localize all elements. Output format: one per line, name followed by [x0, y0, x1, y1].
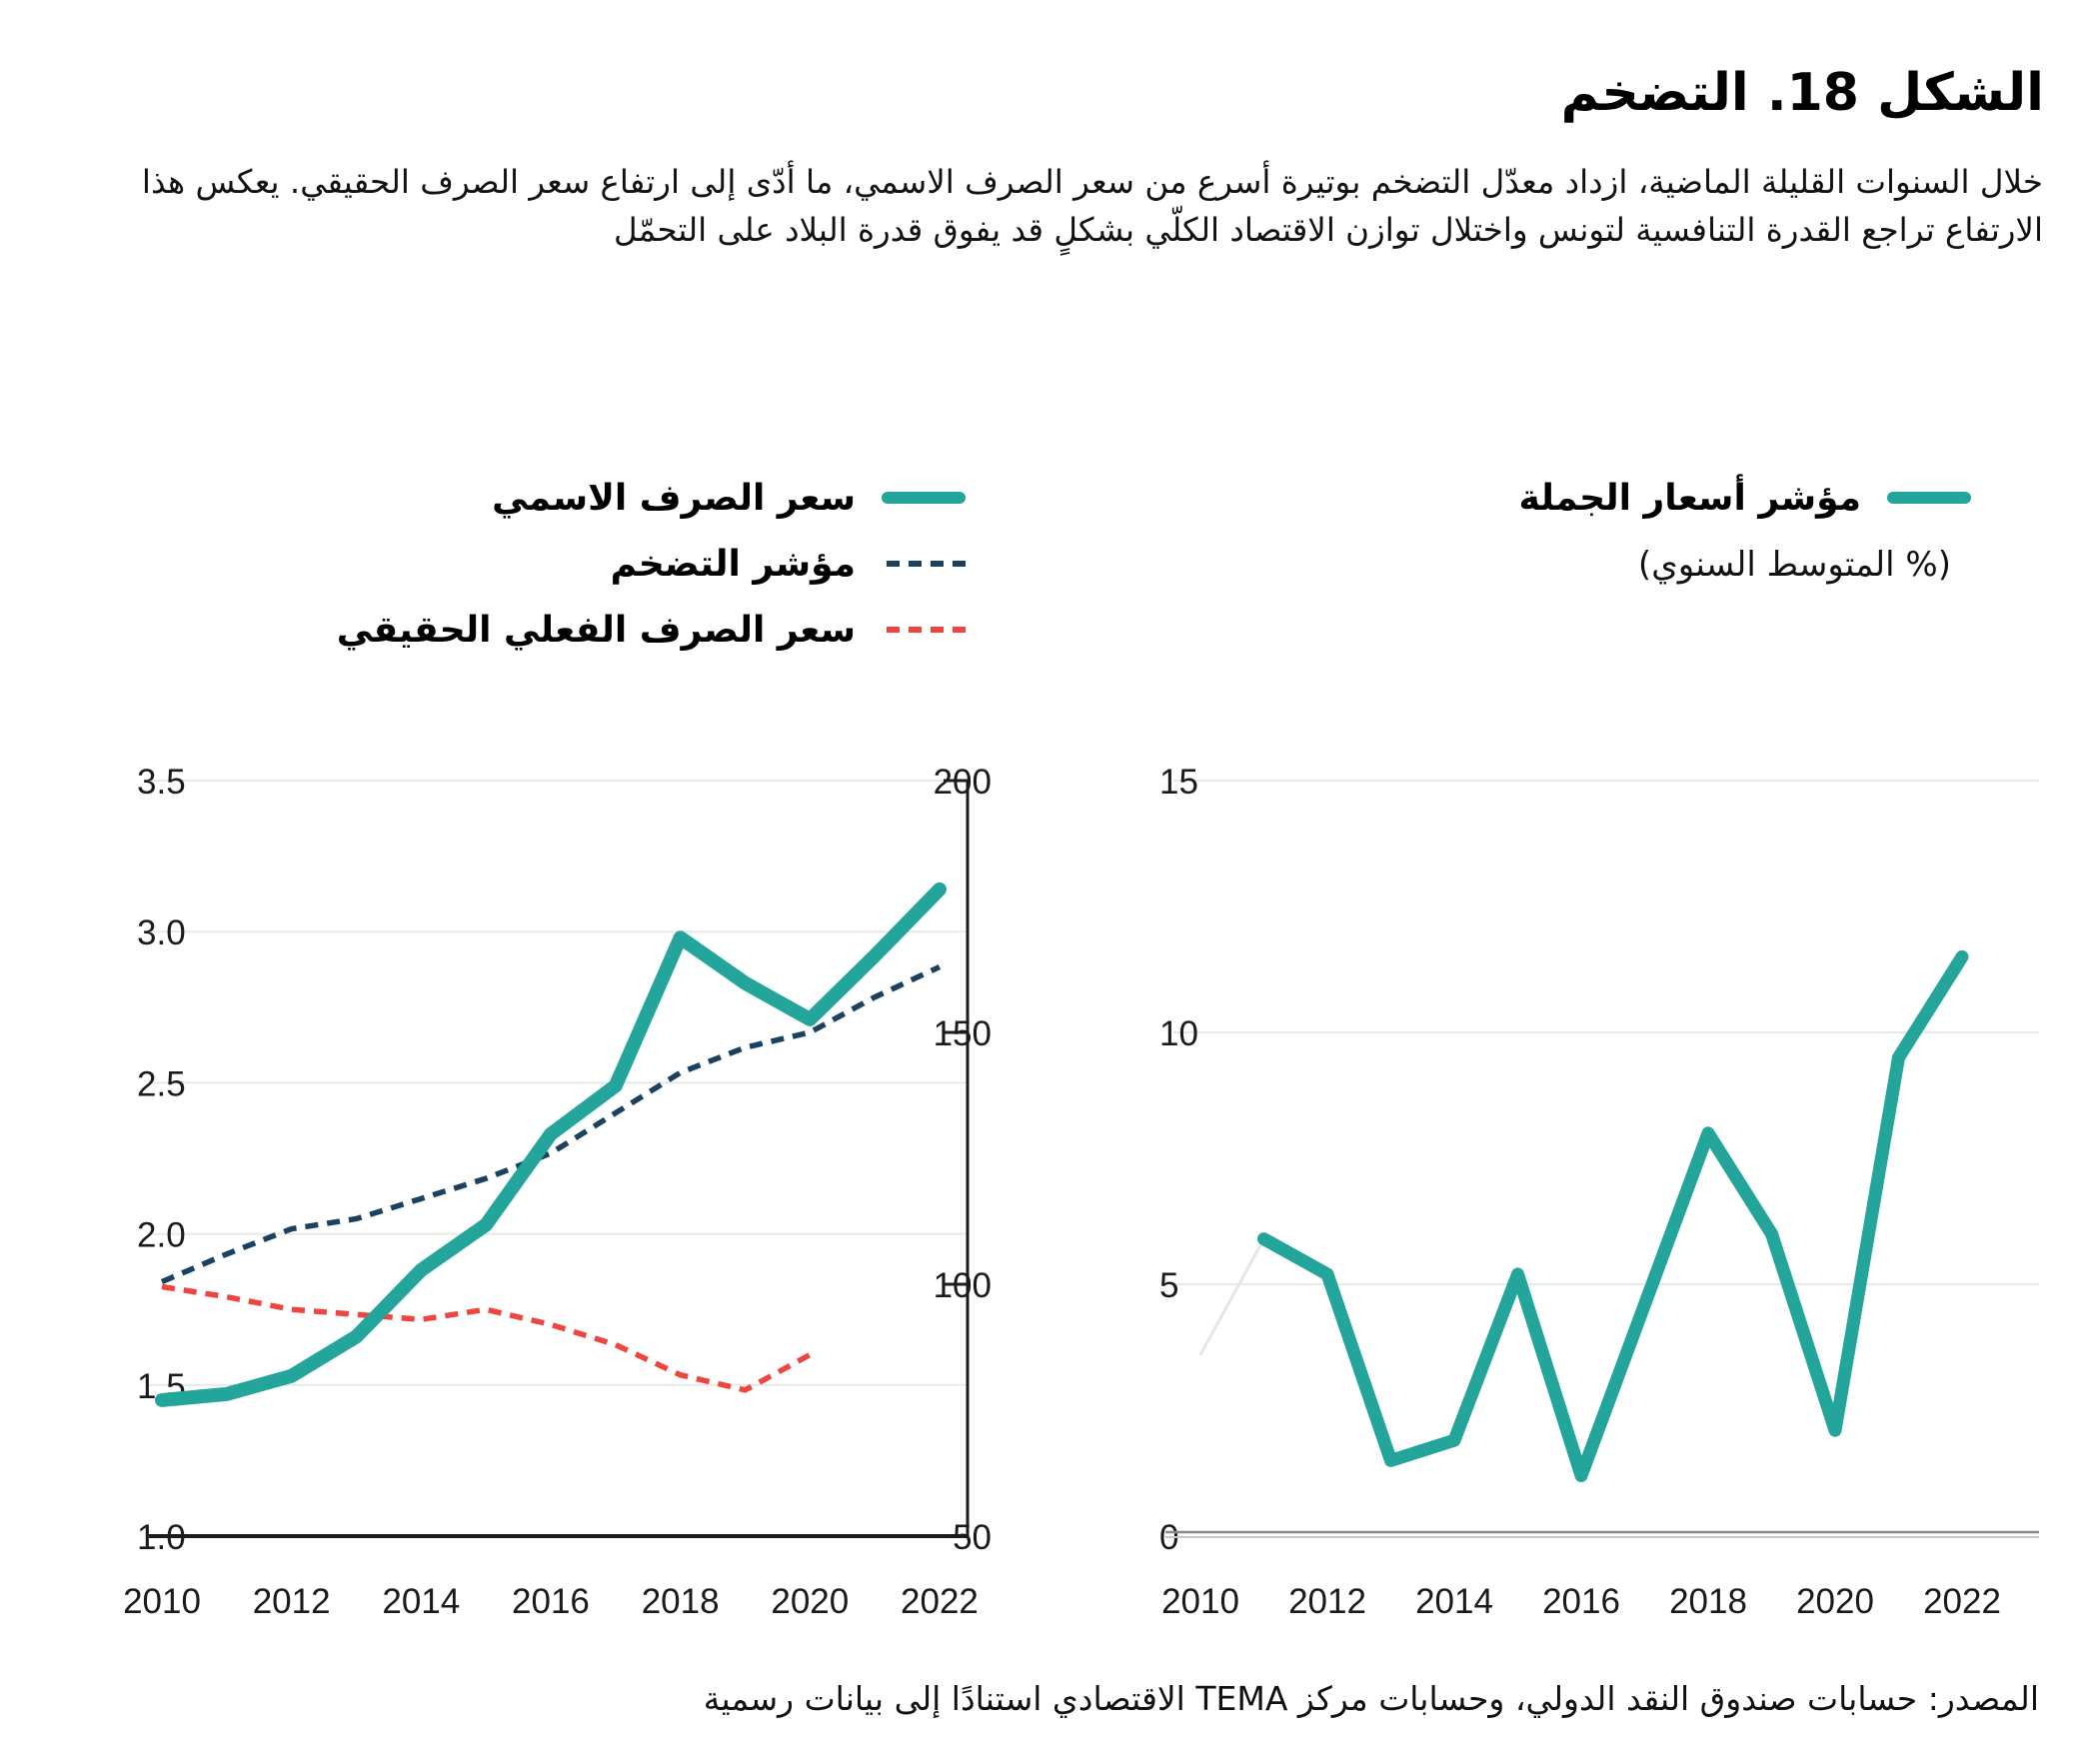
left-axis-tick-label: 2.0	[137, 1216, 186, 1255]
x-axis-tick-label: 2012	[253, 1582, 331, 1621]
real-effective-exchange-rate-line	[161, 1283, 812, 1393]
nominal-exchange-rate-swatch	[882, 492, 966, 504]
x-axis-tick-label: 2018	[642, 1582, 720, 1621]
right-axis-tick-label: 100	[934, 1266, 992, 1305]
inflation-index-swatch	[882, 561, 966, 567]
x-axis-tick-label: 2014	[382, 1582, 460, 1621]
right-axis-tick-label: 50	[953, 1518, 992, 1557]
x-axis-tick-label: 2020	[1796, 1582, 1874, 1621]
left-axis-tick-label: 3.0	[137, 913, 186, 952]
x-axis-tick-label: 2016	[512, 1582, 590, 1621]
right-axis-tick-label: 200	[934, 763, 992, 802]
wholesale-price-index-line	[1257, 949, 1969, 1483]
x-axis-tick-label: 2020	[771, 1582, 849, 1621]
y-axis-tick-label: 15	[1159, 763, 1198, 802]
x-axis-tick-label: 2014	[1415, 1582, 1493, 1621]
legend-item-label: مؤشر أسعار الجملة	[1518, 477, 1862, 519]
x-axis-tick-label: 2018	[1669, 1582, 1747, 1621]
faint-lead-in-line	[1198, 1237, 1265, 1356]
legend-item-label: سعر الصرف الفعلي الحقيقي	[336, 609, 856, 651]
legend-item-nominal-rate: سعر الصرف الاسمي	[337, 477, 966, 519]
x-axis-tick-label: 2010	[1161, 1582, 1239, 1621]
legend-item-label: سعر الصرف الاسمي	[492, 477, 856, 519]
x-axis-tick-label: 2016	[1542, 1582, 1620, 1621]
x-axis-tick-label: 2022	[1923, 1582, 2001, 1621]
wholesale-price-swatch	[1887, 492, 1971, 504]
y-axis-tick-label: 10	[1159, 1014, 1198, 1053]
legend-item-wholesale-price: مؤشر أسعار الجملة	[1518, 477, 1971, 519]
x-axis-tick-label: 2010	[123, 1582, 201, 1621]
real-effective-exchange-rate-swatch	[882, 627, 966, 633]
legend-item-real-effective-rate: سعر الصرف الفعلي الحقيقي	[336, 609, 966, 651]
left-axis-tick-label: 3.5	[137, 763, 186, 802]
right-axis-tick-label: 150	[934, 1014, 992, 1053]
legend-wholesale-price: مؤشر أسعار الجملة (% المتوسط السنوي)	[1518, 477, 1971, 585]
legend-exchange-inflation: سعر الصرف الاسمي مؤشر التضخم سعر الصرف ا…	[336, 477, 966, 677]
x-axis-tick-label: 2022	[901, 1582, 979, 1621]
y-axis-tick-label: 5	[1159, 1266, 1178, 1305]
legend-item-inflation-index: مؤشر التضخم	[337, 543, 966, 585]
legend-item-label: مؤشر التضخم	[610, 543, 856, 585]
nominal-exchange-rate-line	[155, 882, 947, 1407]
figure-title: الشكل 18. التضخم	[1560, 63, 2044, 123]
figure-description: خلال السنوات القليلة الماضية، ازداد معدّ…	[141, 163, 2043, 249]
legend-subtitle: (% المتوسط السنوي)	[1637, 545, 1951, 585]
x-axis-tick-label: 2012	[1288, 1582, 1366, 1621]
left-axis-tick-label: 2.5	[137, 1064, 186, 1103]
source-note: المصدر: حسابات صندوق النقد الدولي، وحساب…	[703, 1679, 2039, 1718]
inflation-index-line	[160, 963, 942, 1285]
